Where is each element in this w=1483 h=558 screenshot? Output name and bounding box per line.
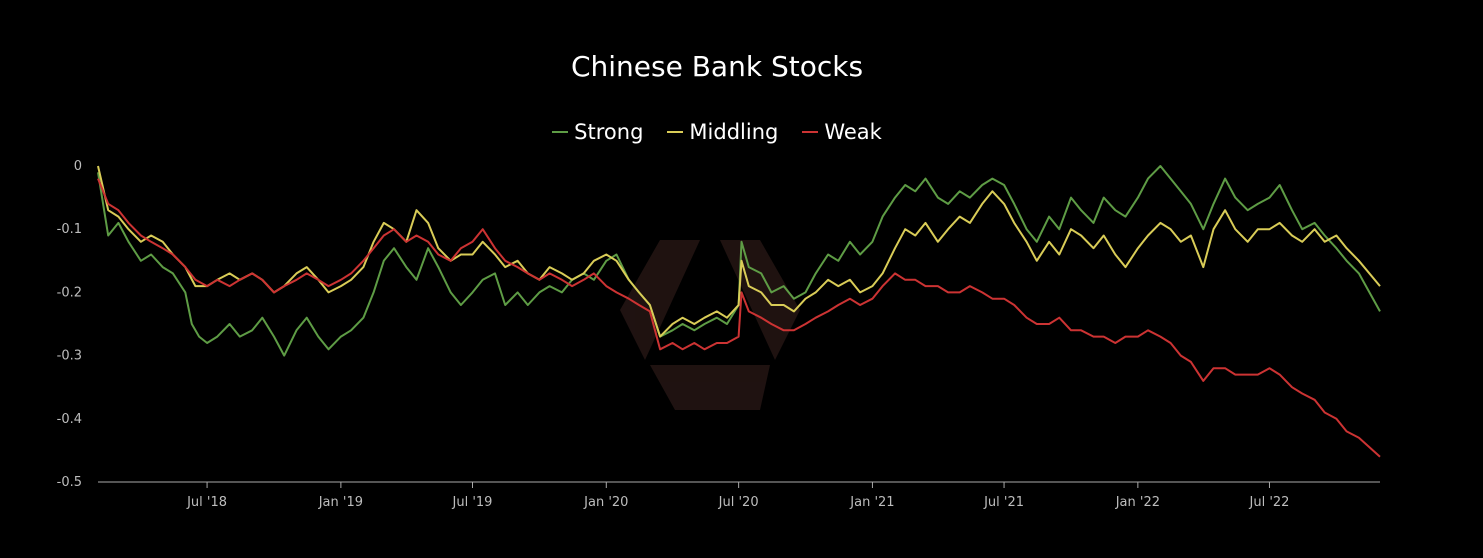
legend-label-middling: Middling bbox=[689, 120, 779, 144]
x-tick-label: Jul '20 bbox=[718, 495, 759, 510]
legend-item-middling[interactable]: Middling bbox=[667, 120, 778, 144]
legend-swatch-weak bbox=[802, 131, 819, 133]
series-lines bbox=[97, 165, 1381, 458]
x-tick-label: Jan '22 bbox=[1115, 495, 1160, 510]
series-line-weak[interactable] bbox=[97, 178, 1381, 458]
x-tick-label: Jul '22 bbox=[1249, 495, 1290, 510]
series-line-strong[interactable] bbox=[97, 165, 1381, 357]
y-tick-label: -0.4 bbox=[57, 412, 82, 427]
chart-legend: Strong Middling Weak bbox=[0, 120, 1434, 144]
x-tick-label: Jul '21 bbox=[983, 495, 1024, 510]
x-tick-label: Jul '19 bbox=[452, 495, 493, 510]
x-tick-label: Jul '18 bbox=[186, 495, 227, 510]
x-tick-label: Jan '19 bbox=[318, 495, 363, 510]
y-tick-label: -0.5 bbox=[57, 475, 82, 490]
legend-label-strong: Strong bbox=[574, 120, 644, 144]
x-tick-label: Jan '21 bbox=[849, 495, 894, 510]
y-tick-label: -0.1 bbox=[57, 222, 82, 237]
legend-swatch-middling bbox=[667, 131, 684, 133]
series-line-middling[interactable] bbox=[97, 165, 1381, 338]
y-axis: 0 -0.1 -0.2 -0.3 -0.4 -0.5 bbox=[57, 159, 82, 490]
legend-swatch-strong bbox=[552, 131, 569, 133]
legend-label-weak: Weak bbox=[824, 120, 882, 144]
y-tick-label: -0.3 bbox=[57, 349, 82, 364]
x-axis: Jul '18 Jan '19 Jul '19 Jan '20 Jul '20 Jan '… bbox=[186, 482, 1289, 510]
chart-title: Chinese Bank Stocks bbox=[570, 50, 864, 83]
legend-item-weak[interactable]: Weak bbox=[802, 120, 882, 144]
y-tick-label: -0.2 bbox=[57, 285, 82, 300]
x-tick-label: Jan '20 bbox=[583, 495, 628, 510]
legend-item-strong[interactable]: Strong bbox=[552, 120, 643, 144]
y-tick-label: 0 bbox=[74, 159, 82, 174]
